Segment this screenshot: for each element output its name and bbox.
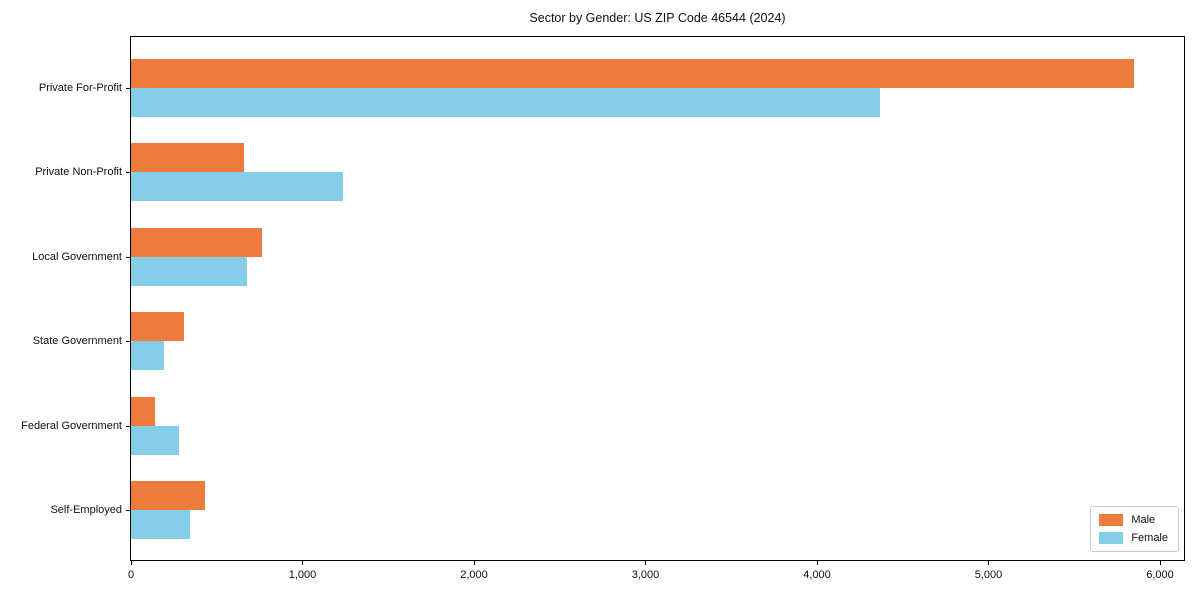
x-tick-6000 [1159,560,1161,565]
x-tick-label-4000: 4,000 [803,569,831,581]
x-tick-2000 [473,560,475,565]
x-tick-label-6000: 6,000 [1146,569,1174,581]
y-tick-federal-government [126,425,131,427]
chart-title: Sector by Gender: US ZIP Code 46544 (202… [529,11,786,25]
y-tick-state-government [126,341,131,343]
bar-female-self-employed [131,510,191,539]
y-tick-label-self-employed: Self-Employed [50,504,122,516]
bar-male-private-for-profit [131,59,1135,88]
plot-area: Male Female Private For-Profit Private Non… [21,36,1185,581]
x-tick-label-2000: 2,000 [460,569,488,581]
bar-female-state-government [131,341,165,371]
x-tick-label-5000: 5,000 [974,569,1003,581]
bar-female-private-for-profit [131,88,881,117]
bar-male-self-employed [131,481,205,510]
x-tick-label-0: 0 [127,569,135,581]
y-tick-label-local-government: Local Government [32,250,122,263]
x-tick-5000 [988,560,990,565]
x-tick-label-3000: 3,000 [631,569,660,581]
bar-female-private-non-profit [131,172,343,202]
y-tick-label-state-government: State Government [32,335,122,348]
y-tick-label-private-for-profit: Private For-Profit [38,82,122,94]
x-tick-1000 [302,560,304,565]
legend-swatch-male [1099,514,1124,526]
bar-male-federal-government [131,396,155,426]
legend-label-female: Female [1131,532,1168,544]
legend: Male Female [1090,506,1179,552]
bar-male-local-government [131,227,263,257]
bar-male-state-government [131,312,185,342]
legend-entry-female: Female [1099,532,1168,544]
legend-entry-male: Male [1099,514,1168,526]
legend-label-male: Male [1131,514,1156,526]
x-tick-3000 [645,560,647,565]
y-tick-self-employed [126,510,131,511]
y-tick-local-government [126,256,131,258]
x-tick-4000 [816,560,818,565]
bar-female-federal-government [131,425,180,455]
bar-male-private-non-profit [131,143,245,173]
y-tick-label-private-non-profit: Private Non-Profit [35,166,122,179]
y-tick-private-for-profit [126,88,131,89]
x-tick-0 [131,560,132,565]
y-tick-label-federal-government: Federal Government [21,419,122,432]
y-tick-private-non-profit [126,172,131,174]
x-tick-label-1000: 1,000 [288,569,317,581]
bar-female-local-government [131,256,247,286]
legend-swatch-female [1099,532,1124,544]
